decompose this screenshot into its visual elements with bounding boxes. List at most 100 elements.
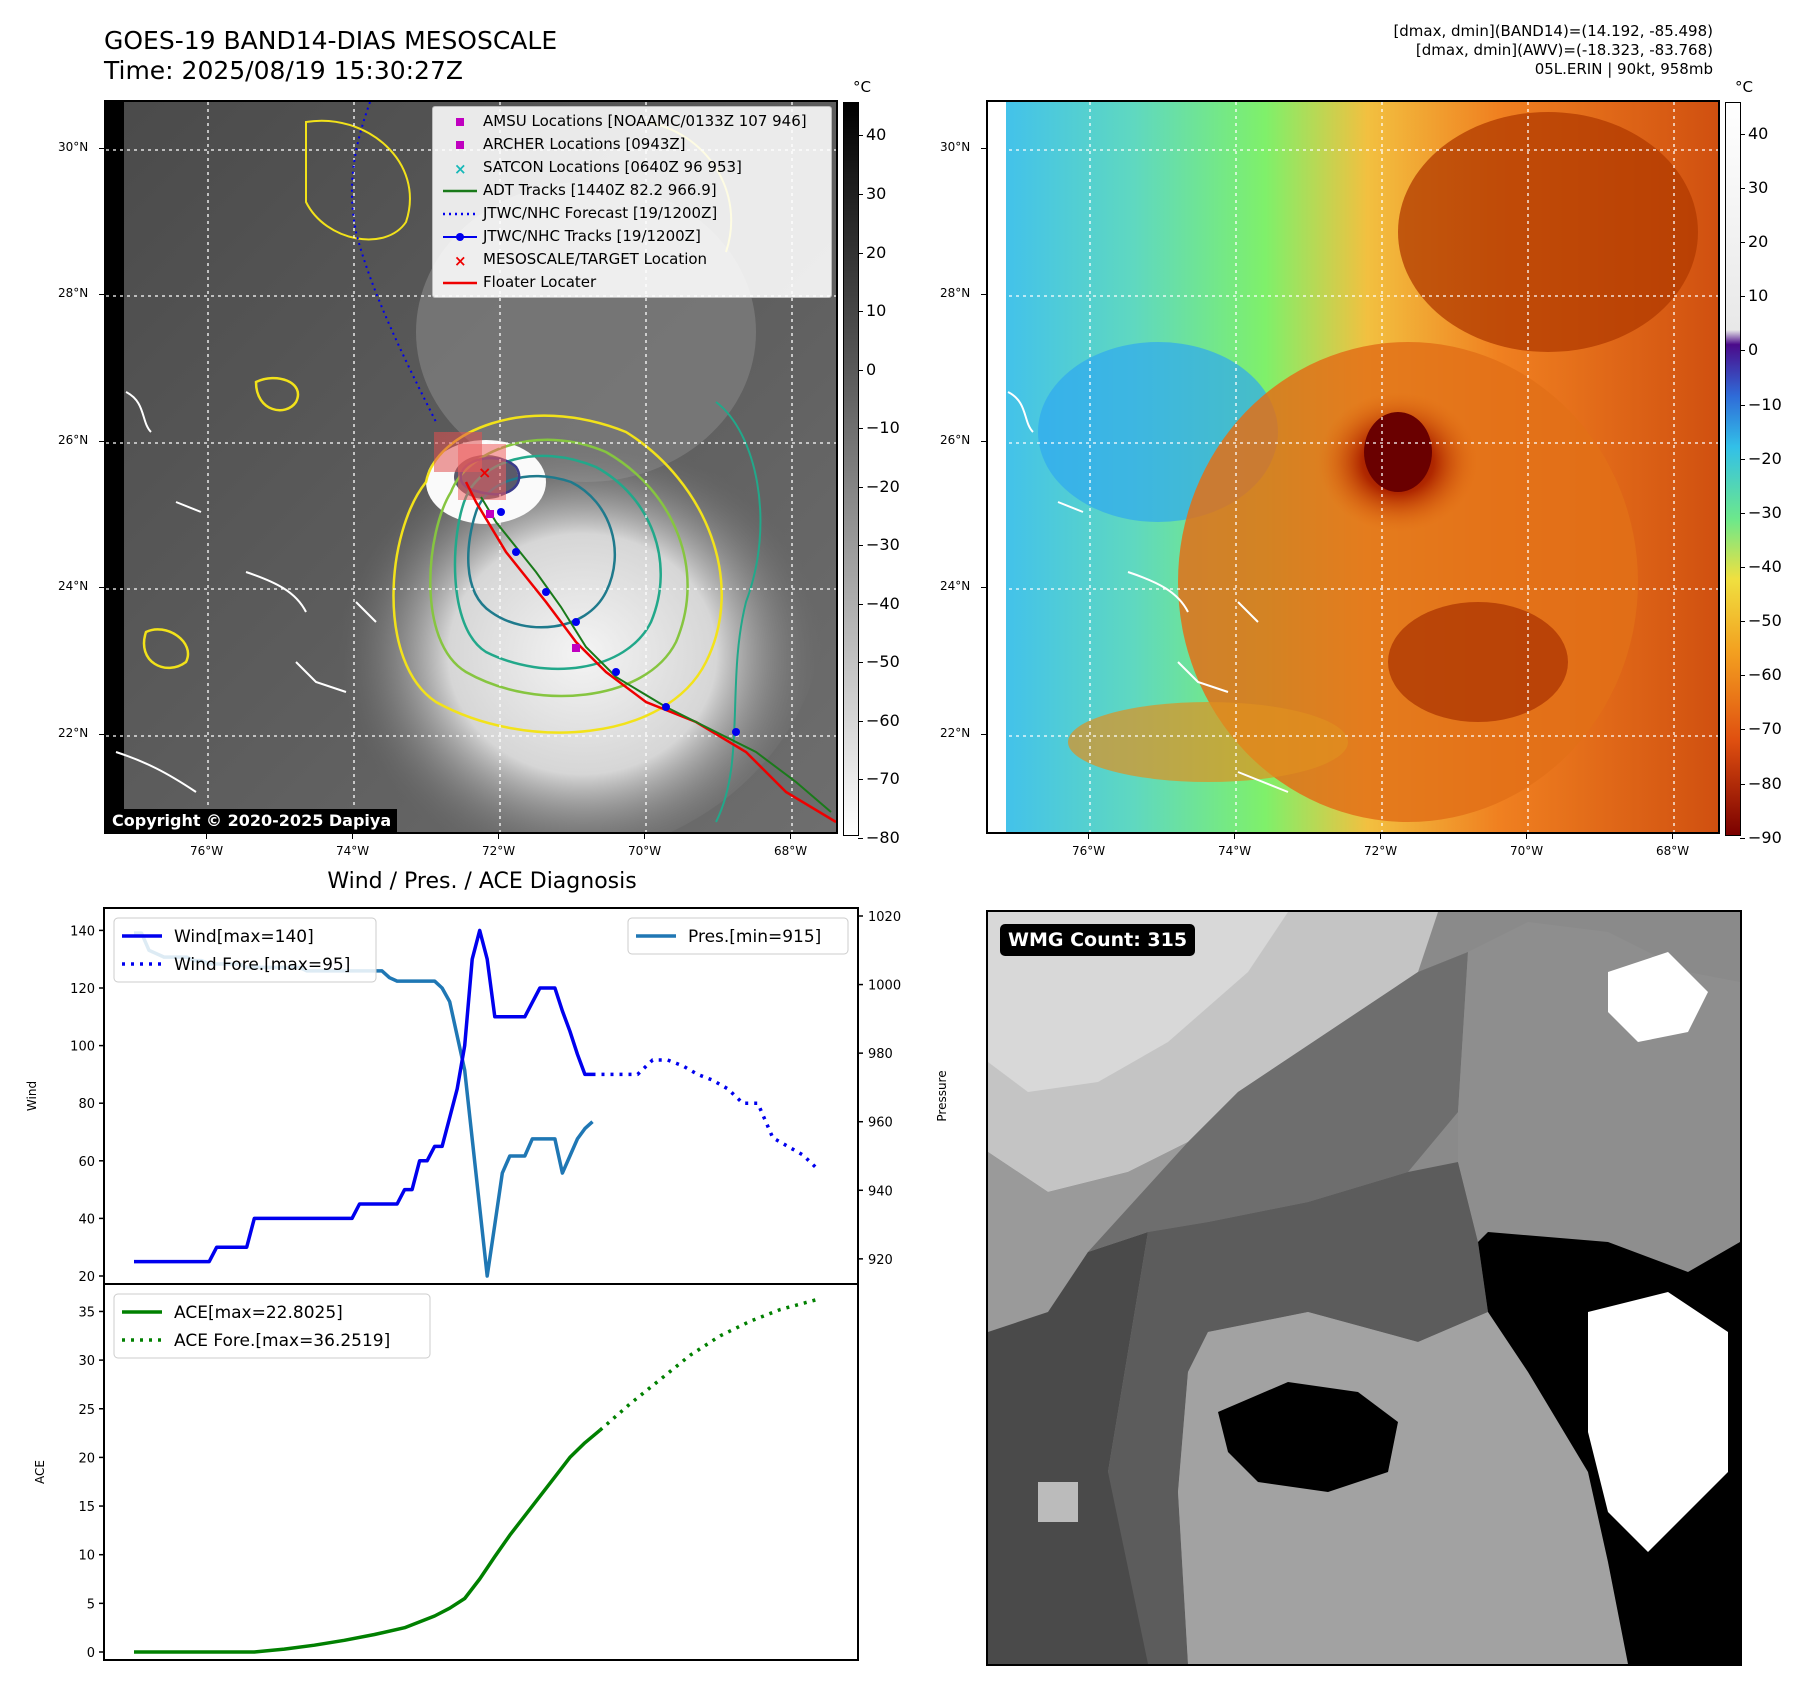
lon-tick-label: 76°W <box>190 844 224 858</box>
lat-tick-label: 28°N <box>940 286 971 300</box>
colorbar-tick-label: 40 <box>866 125 887 145</box>
pressure-series-line <box>134 931 594 1278</box>
wmg-panel: WMG Count: 315 <box>986 910 1742 1666</box>
colorbar-tick-mark <box>1740 783 1745 785</box>
title-line-2: Time: 2025/08/19 15:30:27Z <box>104 56 463 85</box>
colorbar-tick-mark <box>1740 188 1745 190</box>
awv-map-panel <box>986 100 1720 834</box>
colorbar-tick-mark <box>1740 133 1745 135</box>
lon-tick-mark <box>206 834 207 839</box>
wind-forecast-series-line <box>592 1058 820 1171</box>
lon-tick-mark <box>790 834 791 839</box>
wind-y-tick-label: 100 <box>70 1040 95 1055</box>
lat-tick-mark <box>99 587 104 588</box>
wind-legend <box>113 917 377 983</box>
legend-item: JTWC/NHC Forecast [19/1200Z] <box>433 203 831 225</box>
colorbar-tick-label: −30 <box>1748 502 1782 522</box>
colorbar-tick-mark <box>1740 512 1745 514</box>
lon-tick-label: 68°W <box>774 844 808 858</box>
lat-tick-label: 24°N <box>940 579 971 593</box>
ace-plot-frame <box>103 1283 859 1661</box>
colorbar-tick-mark <box>1740 837 1745 839</box>
colorbar-tick-mark <box>858 486 863 488</box>
wmg-image <box>988 912 1740 1664</box>
pressure-y-tick-label: 980 <box>868 1047 893 1062</box>
ace-y-tick-label: 30 <box>78 1354 95 1369</box>
legend-symbol-icon <box>443 233 477 241</box>
pressure-y-tick-label: 1020 <box>868 910 901 925</box>
colorbar-tick-label: 0 <box>866 359 877 379</box>
storm-id: 05L.ERIN | 90kt, 958mb <box>1534 60 1713 78</box>
legend-symbol-icon <box>443 281 477 285</box>
colorbar-tick-mark <box>858 135 863 137</box>
floater-track <box>464 481 836 824</box>
legend-label: AMSU Locations [NOAAMC/0133Z 107 946] <box>483 112 807 130</box>
ace-y-tick-label: 0 <box>87 1646 95 1661</box>
colorbar-tick-label: 30 <box>866 184 887 204</box>
lat-tick-label: 24°N <box>58 579 89 593</box>
legend-symbol-icon <box>443 212 477 216</box>
lat-tick-mark <box>99 294 104 295</box>
legend-item: ADT Tracks [1440Z 82.2 966.9] <box>433 180 831 202</box>
lon-tick-mark <box>1380 834 1381 839</box>
chart-title: Wind / Pres. / ACE Diagnosis <box>327 869 636 894</box>
lon-tick-mark <box>1672 834 1673 839</box>
pressure-y-tick-label: 920 <box>868 1253 893 1268</box>
lon-tick-label: 70°W <box>1510 844 1544 858</box>
lon-tick-label: 76°W <box>1072 844 1106 858</box>
lat-tick-label: 30°N <box>940 140 971 154</box>
forecast-track <box>351 102 437 423</box>
legend-item: ARCHER Locations [0943Z] <box>433 134 831 156</box>
colorbar-tick-mark <box>858 369 863 371</box>
legend-item: Floater Locater <box>433 272 831 294</box>
wind-series-line <box>134 928 593 1264</box>
lat-tick-label: 30°N <box>58 140 89 154</box>
colorbar-tick-mark <box>1740 242 1745 244</box>
wmg-count-badge: WMG Count: 315 <box>1000 924 1196 956</box>
legend-label: ACE Fore.[max=36.2519] <box>174 1331 390 1351</box>
ace-forecast-series-line <box>598 1297 819 1432</box>
colorbar-tick-label: −60 <box>866 710 900 730</box>
legend-label: JTWC/NHC Tracks [19/1200Z] <box>483 227 701 245</box>
colorbar-tick-label: −50 <box>1748 611 1782 631</box>
diagnosis-charts: Wind / Pres. / ACE Diagnosis140120100806… <box>25 869 949 1661</box>
ace-y-tick-label: 15 <box>78 1500 95 1515</box>
lon-tick-mark <box>1526 834 1527 839</box>
colorbar-tick-label: −10 <box>866 418 900 438</box>
colorbar-tick-mark <box>1740 675 1745 677</box>
colorbar-tick-label: −40 <box>866 593 900 613</box>
colorbar-tick-label: −50 <box>866 652 900 672</box>
legend-label: Wind Fore.[max=95] <box>174 955 350 975</box>
lon-tick-label: 68°W <box>1656 844 1690 858</box>
wind-y-tick-label: 40 <box>78 1212 95 1227</box>
ace-series-line <box>134 1428 602 1654</box>
ace-y-tick-label: 5 <box>87 1597 95 1612</box>
colorbar-tick-mark <box>858 428 863 430</box>
svg-text:×: × <box>478 463 491 482</box>
lon-tick-mark <box>1234 834 1235 839</box>
colorbar-tick-label: −10 <box>1748 394 1782 414</box>
legend-label: Wind[max=140] <box>174 927 314 947</box>
colorbar-tick-label: −90 <box>1748 827 1782 847</box>
lat-tick-label: 28°N <box>58 286 89 300</box>
pressure-y-tick-label: 1000 <box>868 979 901 994</box>
pressure-y-tick-label: 940 <box>868 1184 893 1199</box>
legend-item: AMSU Locations [NOAAMC/0133Z 107 946] <box>433 111 831 133</box>
colorbar-tick-label: 10 <box>1748 286 1769 306</box>
legend-label: ADT Tracks [1440Z 82.2 966.9] <box>483 181 717 199</box>
legend-label: SATCON Locations [0640Z 96 953] <box>483 158 742 176</box>
colorbar-tick-mark <box>858 194 863 196</box>
wind-y-tick-label: 60 <box>78 1155 95 1170</box>
lon-tick-mark <box>498 834 499 839</box>
dmax-dmin-band14: [dmax, dmin](BAND14)=(14.192, -85.498) <box>1393 22 1713 40</box>
colorbar-tick-label: 20 <box>1748 232 1769 252</box>
lat-tick-mark <box>981 148 986 149</box>
legend-label: ARCHER Locations [0943Z] <box>483 135 686 153</box>
legend-symbol-icon <box>456 118 464 126</box>
colorbar-tick-label: 20 <box>866 242 887 262</box>
pressure-axis-label: Pressure <box>935 1070 949 1121</box>
title-line-1: GOES-19 BAND14-DIAS MESOSCALE <box>104 26 558 55</box>
lon-tick-label: 74°W <box>1218 844 1252 858</box>
colorbar-tick-mark <box>858 311 863 313</box>
colorbar-tick-mark <box>1740 458 1745 460</box>
